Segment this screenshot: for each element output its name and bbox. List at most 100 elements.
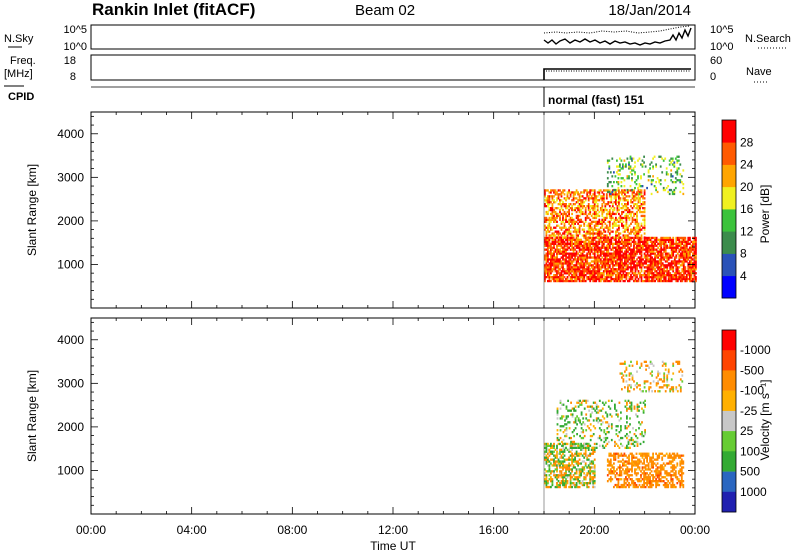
echo-cell	[618, 438, 621, 442]
echo-cell	[577, 268, 579, 271]
nave-label: Nave	[746, 66, 772, 78]
echo-cell	[628, 378, 631, 381]
y-tick-label: 2000	[57, 214, 84, 228]
echo-cell	[596, 254, 599, 257]
echo-cell	[618, 208, 620, 212]
echo-cell	[646, 380, 649, 383]
echo-cell	[645, 266, 647, 269]
echo-cell	[632, 480, 635, 483]
echo-cell	[676, 260, 679, 263]
echo-cell	[678, 362, 681, 365]
echo-cell	[643, 466, 645, 469]
echo-cell	[661, 240, 664, 243]
echo-cell	[618, 226, 620, 229]
echo-cell	[637, 159, 639, 162]
echo-cell	[656, 454, 659, 457]
echo-cell	[640, 246, 643, 249]
echo-cell	[655, 276, 658, 279]
echo-cell	[568, 238, 570, 241]
echo-cell	[602, 195, 605, 198]
echo-cell	[577, 240, 579, 243]
echo-cell	[660, 242, 663, 245]
echo-cell	[608, 242, 611, 245]
echo-cell	[663, 256, 666, 259]
echo-cell	[673, 262, 676, 265]
echo-cell	[658, 483, 661, 487]
echo-cell	[658, 254, 661, 257]
echo-cell	[583, 476, 586, 479]
echo-cell	[574, 421, 577, 424]
echo-cell	[625, 242, 628, 245]
echo-cell	[628, 240, 631, 243]
echo-cell	[584, 210, 587, 214]
echo-cell	[619, 470, 621, 473]
echo-cell	[639, 244, 641, 247]
echo-cell	[559, 417, 562, 420]
echo-cell	[608, 190, 611, 194]
echo-cell	[679, 264, 682, 267]
echo-cell	[590, 448, 593, 451]
echo-cell	[578, 262, 581, 265]
echo-cell	[551, 277, 554, 281]
echo-cell	[573, 407, 575, 410]
echo-cell	[666, 266, 669, 269]
echo-cell	[676, 161, 679, 164]
echo-cell	[625, 472, 627, 475]
echo-cell	[670, 277, 673, 281]
echo-cell	[566, 240, 569, 243]
echo-cell	[654, 268, 656, 271]
echo-cell	[544, 274, 546, 277]
echo-cell	[593, 191, 596, 194]
echo-cell	[645, 240, 647, 243]
echo-cell	[690, 272, 693, 275]
echo-cell	[635, 179, 638, 182]
echo-cell	[646, 277, 649, 281]
echo-cell	[587, 268, 590, 271]
echo-cell	[577, 444, 579, 447]
echo-cell	[615, 216, 617, 220]
echo-cell	[609, 181, 612, 184]
echo-cell	[604, 268, 607, 271]
echo-cell	[676, 167, 679, 170]
echo-cell	[631, 262, 634, 265]
echo-cell	[547, 464, 549, 467]
echo-cell	[637, 195, 640, 198]
echo-cell	[678, 277, 681, 281]
echo-cell	[684, 254, 687, 257]
echo-cell	[682, 268, 685, 271]
echo-cell	[615, 433, 618, 436]
echo-cell	[557, 197, 560, 200]
y-tick-label: 2000	[57, 420, 84, 434]
echo-cell	[599, 240, 602, 243]
echo-cell	[587, 230, 590, 233]
echo-cell	[618, 276, 620, 279]
echo-cell	[544, 446, 546, 449]
echo-cell	[572, 203, 575, 206]
echo-cell	[548, 468, 551, 471]
echo-cell	[610, 262, 613, 265]
echo-cell	[636, 218, 638, 221]
echo-cell	[572, 270, 575, 273]
echo-cell	[662, 476, 665, 479]
echo-cell	[562, 242, 564, 245]
echo-cell	[680, 460, 683, 463]
echo-cell	[626, 470, 629, 473]
echo-cell	[595, 270, 598, 273]
echo-cell	[689, 266, 691, 269]
echo-cell	[617, 452, 620, 455]
echo-cell	[601, 244, 604, 247]
echo-cell	[568, 470, 570, 473]
echo-cell	[605, 214, 608, 218]
echo-cell	[630, 409, 633, 412]
echo-cell	[606, 436, 609, 440]
echo-cell	[690, 256, 693, 259]
echo-cell	[574, 248, 576, 251]
echo-cell	[578, 203, 581, 206]
echo-cell	[563, 480, 566, 483]
echo-cell	[690, 244, 693, 247]
echo-cell	[674, 157, 677, 160]
echo-cell	[575, 260, 578, 263]
echo-cell	[664, 157, 667, 160]
echo-cell	[569, 248, 572, 251]
echo-cell	[663, 238, 666, 241]
